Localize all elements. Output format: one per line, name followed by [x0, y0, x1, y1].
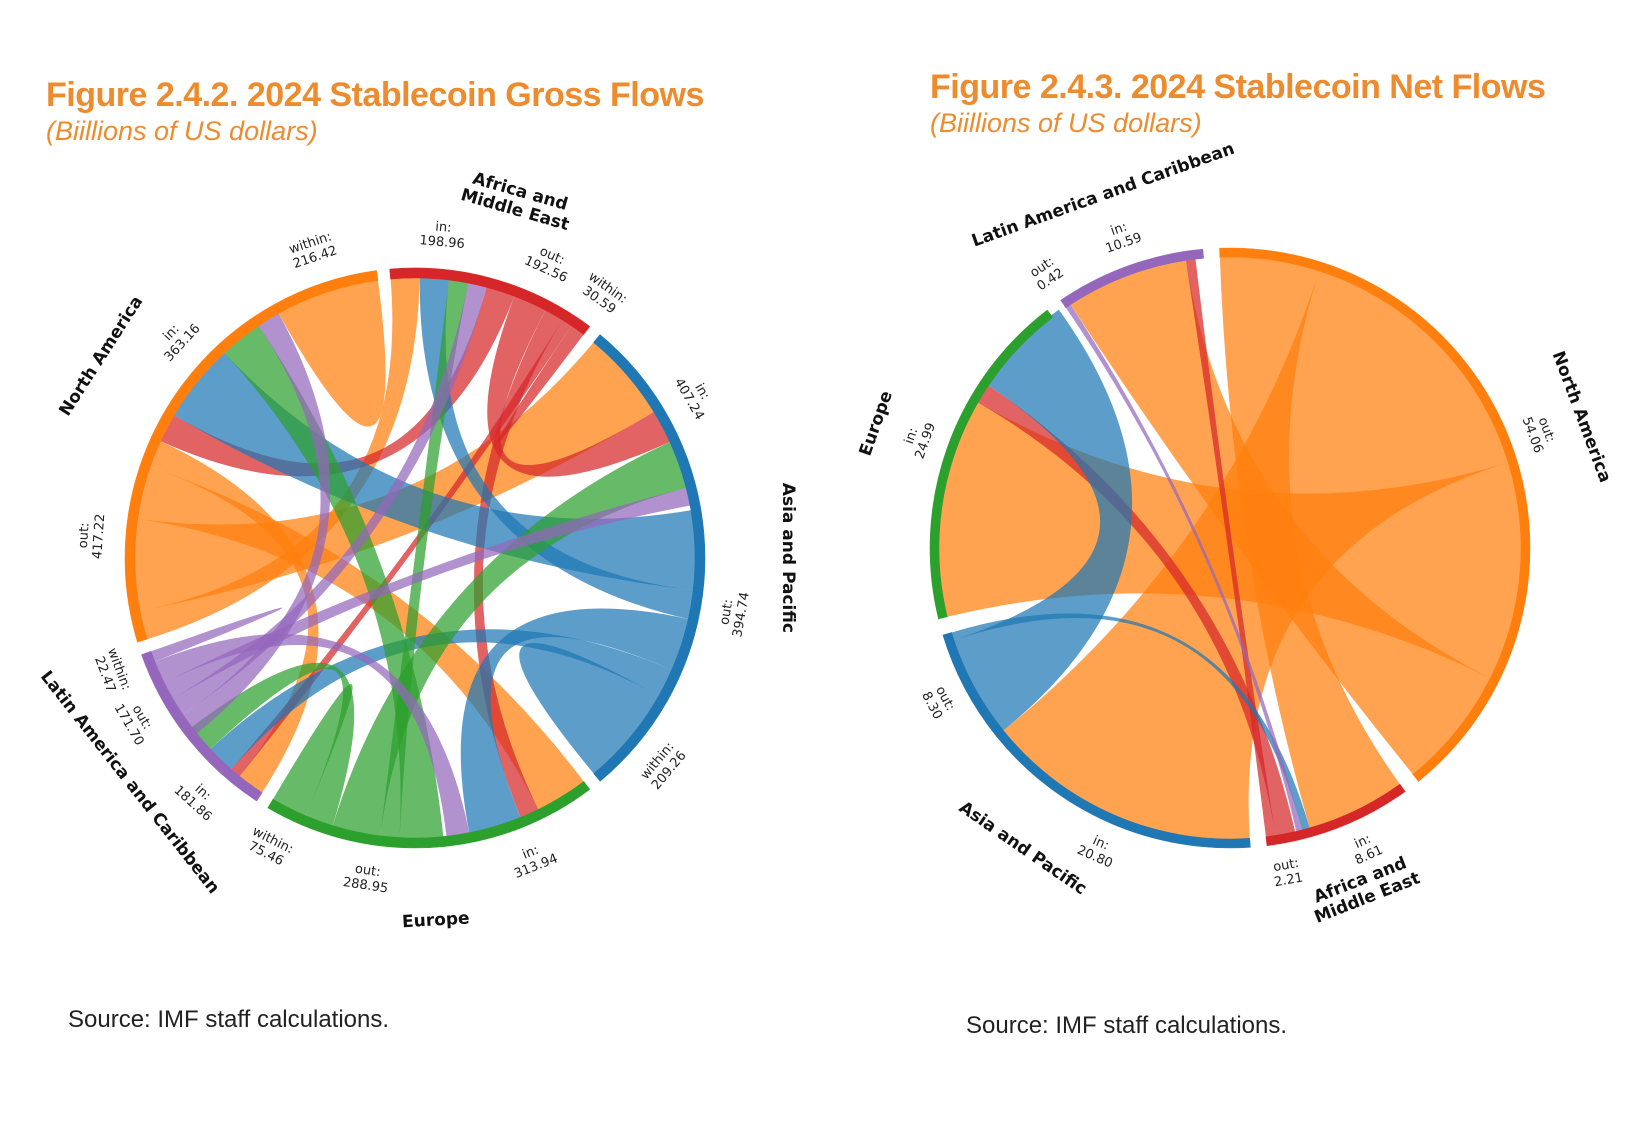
region-label-europe: Europe — [402, 908, 471, 932]
segment-kind: out: — [76, 522, 93, 549]
ribbon-africa-and-middle-east-to-europe — [473, 307, 564, 821]
segment-value: 288.95 — [342, 875, 389, 897]
ribbon-latin-america-and-caribbean-to-asia-and-pacific — [161, 487, 693, 701]
region-label-north-america: North America — [55, 292, 147, 419]
segment-kind: in: — [1352, 832, 1373, 852]
region-label-line: Europe — [856, 388, 897, 458]
ribbons — [936, 254, 1524, 842]
segment-label-north-america-in: in:363.16 — [151, 311, 204, 365]
net-flows-title: Figure 2.4.3. 2024 Stablecoin Net Flows — [930, 68, 1546, 106]
segment-label-latin-america-and-caribbean-in: in:181.86 — [171, 772, 225, 825]
segment-kind: in: — [902, 426, 922, 446]
segment-label-latin-america-and-caribbean-within: within:22.47 — [90, 646, 133, 698]
segment-kind: out: — [354, 862, 382, 881]
segment-value: 417.22 — [90, 513, 108, 559]
ribbon-europe-to-europe — [271, 683, 353, 819]
gross-flows-panel: Figure 2.4.2. 2024 Stablecoin Gross Flow… — [36, 76, 798, 1033]
ribbon-asia-and-pacific-to-latin-america-and-caribbean — [208, 629, 675, 772]
region-label-europe: Europe — [856, 388, 897, 458]
ribbon-africa-and-middle-east-to-asia-and-pacific — [487, 293, 673, 477]
ribbon-europe-to-asia-and-pacific — [331, 440, 689, 839]
segment-label-asia-and-pacific-in: in:407.24 — [671, 368, 720, 422]
segment-label-europe-within: within:75.46 — [243, 824, 296, 871]
region-label-asia-and-pacific: Asia and Pacific — [955, 797, 1090, 899]
segment-label-africa-and-middle-east-within: within:30.59 — [577, 269, 630, 319]
segment-label-latin-america-and-caribbean-out: out:0.42 — [1026, 253, 1067, 294]
segment-label-north-america-within: within:216.42 — [287, 229, 340, 272]
segment-label-europe-in: in:24.99 — [898, 416, 939, 461]
ribbon-asia-and-pacific-to-africa-and-middle-east — [419, 275, 697, 620]
ribbon-north-america-to-latin-america-and-caribbean — [1069, 257, 1493, 777]
region-label-line: North America — [1548, 348, 1615, 485]
segment-label-europe-in: in:313.94 — [507, 837, 560, 882]
segment-value: 198.96 — [419, 233, 466, 252]
segment-kind: in: — [435, 220, 452, 236]
ribbon-latin-america-and-caribbean-to-europe — [152, 634, 470, 840]
region-label-line: North America — [55, 292, 147, 419]
segment-kind: in: — [520, 843, 541, 863]
arc-asia-and-pacific-out — [942, 632, 1004, 737]
segment-label-latin-america-and-caribbean-in: in:10.59 — [1099, 216, 1144, 257]
ribbons — [132, 275, 698, 842]
segment-kind: in: — [691, 381, 712, 403]
region-label-latin-america-and-caribbean: Latin America and Caribbean — [969, 139, 1237, 252]
arc-africa-and-middle-east-out — [1265, 831, 1298, 847]
region-label-asia-and-pacific: Asia and Pacific — [778, 483, 798, 633]
region-label-line: Europe — [402, 908, 471, 932]
segment-value: 394.74 — [730, 591, 753, 638]
segment-label-asia-and-pacific-out: out:394.74 — [716, 588, 753, 638]
gross-flows-subtitle: (Biillions of US dollars) — [46, 116, 318, 146]
region-label-africa-and-middle-east: Africa andMiddle East — [458, 167, 576, 235]
arc-europe-within — [267, 798, 307, 826]
ribbon-asia-and-pacific-to-europe — [460, 608, 692, 836]
net-flows-panel: Figure 2.4.3. 2024 Stablecoin Net Flows … — [820, 0, 1640, 1138]
ribbon-africa-and-middle-east-to-latin-america-and-caribbean — [1185, 256, 1276, 840]
ribbon-north-america-to-africa-and-middle-east — [1219, 254, 1402, 831]
region-label-north-america: North America — [1548, 348, 1615, 485]
arc-north-america-out — [1219, 247, 1531, 782]
ribbon-north-america-to-europe — [134, 465, 586, 813]
segment-kind: in: — [1109, 220, 1129, 240]
segment-kind: out: — [717, 598, 736, 626]
arc-europe-in — [929, 309, 1054, 620]
segment-label-asia-and-pacific-in: in:20.80 — [1075, 829, 1121, 871]
segment-value: 2.21 — [1273, 870, 1304, 890]
net-flows-subtitle: (Biillions of US dollars) — [930, 108, 1202, 138]
arc-africa-and-middle-east-within — [571, 317, 591, 335]
ribbon-africa-and-middle-east-to-africa-and-middle-east — [497, 323, 586, 443]
ribbon-latin-america-and-caribbean-to-latin-america-and-caribbean — [148, 607, 283, 663]
segment-label-africa-and-middle-east-out: out:2.21 — [1271, 856, 1305, 891]
ribbon-europe-to-latin-america-and-caribbean — [189, 662, 355, 829]
arc-latin-america-and-caribbean-in — [1065, 248, 1204, 305]
arc-asia-and-pacific-within — [593, 695, 668, 782]
segment-kind: out: — [1272, 856, 1300, 875]
net-flows-source: Source: IMF staff calculations. — [966, 1012, 1288, 1039]
segment-label-africa-and-middle-east-in: in:198.96 — [419, 218, 467, 252]
segment-label-latin-america-and-caribbean-out: out:171.70 — [111, 694, 160, 748]
region-label-line: Asia and Pacific — [778, 483, 798, 633]
arc-north-america-within — [273, 270, 379, 314]
segment-label-europe-out: out:288.95 — [342, 860, 391, 896]
segment-label-africa-and-middle-east-out: out:192.56 — [522, 240, 576, 286]
arc-latin-america-and-caribbean-within — [141, 650, 156, 666]
segment-label-north-america-out: out:417.22 — [75, 512, 108, 559]
segment-label-north-america-out: out:54.06 — [1519, 410, 1560, 455]
segment-label-asia-and-pacific-out: out:8.30 — [918, 682, 958, 722]
segment-label-asia-and-pacific-within: within:209.26 — [637, 739, 689, 793]
ribbon-north-america-to-north-america — [277, 277, 386, 427]
region-label-line: Asia and Pacific — [955, 797, 1090, 899]
segment-kind: in: — [1090, 833, 1111, 853]
gross-flows-title: Figure 2.4.2. 2024 Stablecoin Gross Flow… — [46, 76, 704, 114]
region-label-line: Latin America and Caribbean — [969, 139, 1237, 252]
ribbon-north-america-to-latin-america-and-caribbean — [147, 439, 319, 796]
gross-flows-source: Source: IMF staff calculations. — [68, 1006, 390, 1033]
ribbon-europe-to-north-america — [222, 323, 444, 842]
